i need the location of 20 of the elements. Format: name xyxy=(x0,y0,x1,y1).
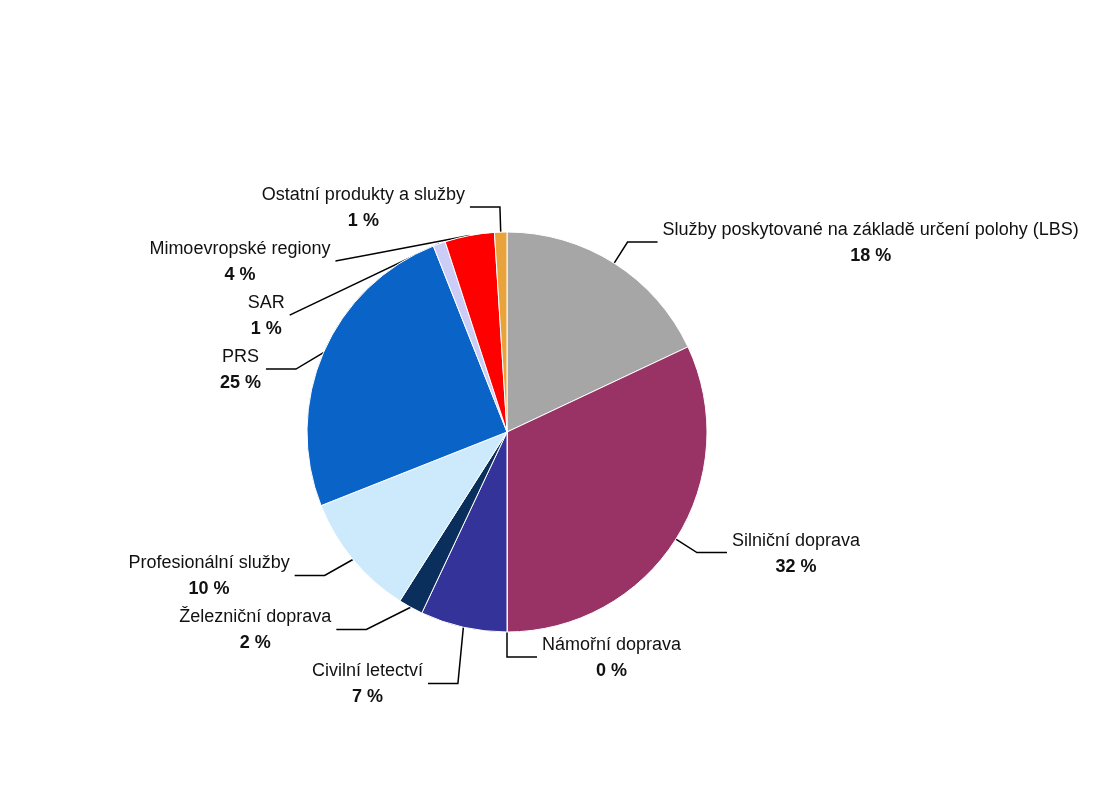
slice-label: Silniční doprava xyxy=(731,529,862,550)
slice-label: Služby poskytované na základě určení polohy (LBS) xyxy=(662,219,1079,240)
data-label: 32 % xyxy=(775,555,817,576)
data-label: 2 % xyxy=(239,632,271,653)
legend-label: Námořní doprava xyxy=(542,634,683,654)
text: 0 % xyxy=(596,660,628,680)
data-label: 1 % xyxy=(250,318,282,339)
data-label: 18 % xyxy=(850,245,892,266)
data-label: 1 % xyxy=(347,210,379,231)
slice-label: PRS xyxy=(221,346,259,367)
slice-label: SAR xyxy=(247,292,285,313)
slice-label: Profesionální služby xyxy=(128,552,290,573)
slice-label: Civilní letectví xyxy=(311,660,423,681)
data-label: 4 % xyxy=(224,264,256,285)
data-label: 10 % xyxy=(188,578,230,599)
data-label: 25 % xyxy=(219,372,261,393)
slice-label: Ostatní produkty a služby xyxy=(261,184,465,205)
slice-label: Železniční doprava xyxy=(179,606,333,627)
slice-label: Mimoevropské regiony xyxy=(149,238,331,259)
data-label: 7 % xyxy=(351,686,383,707)
